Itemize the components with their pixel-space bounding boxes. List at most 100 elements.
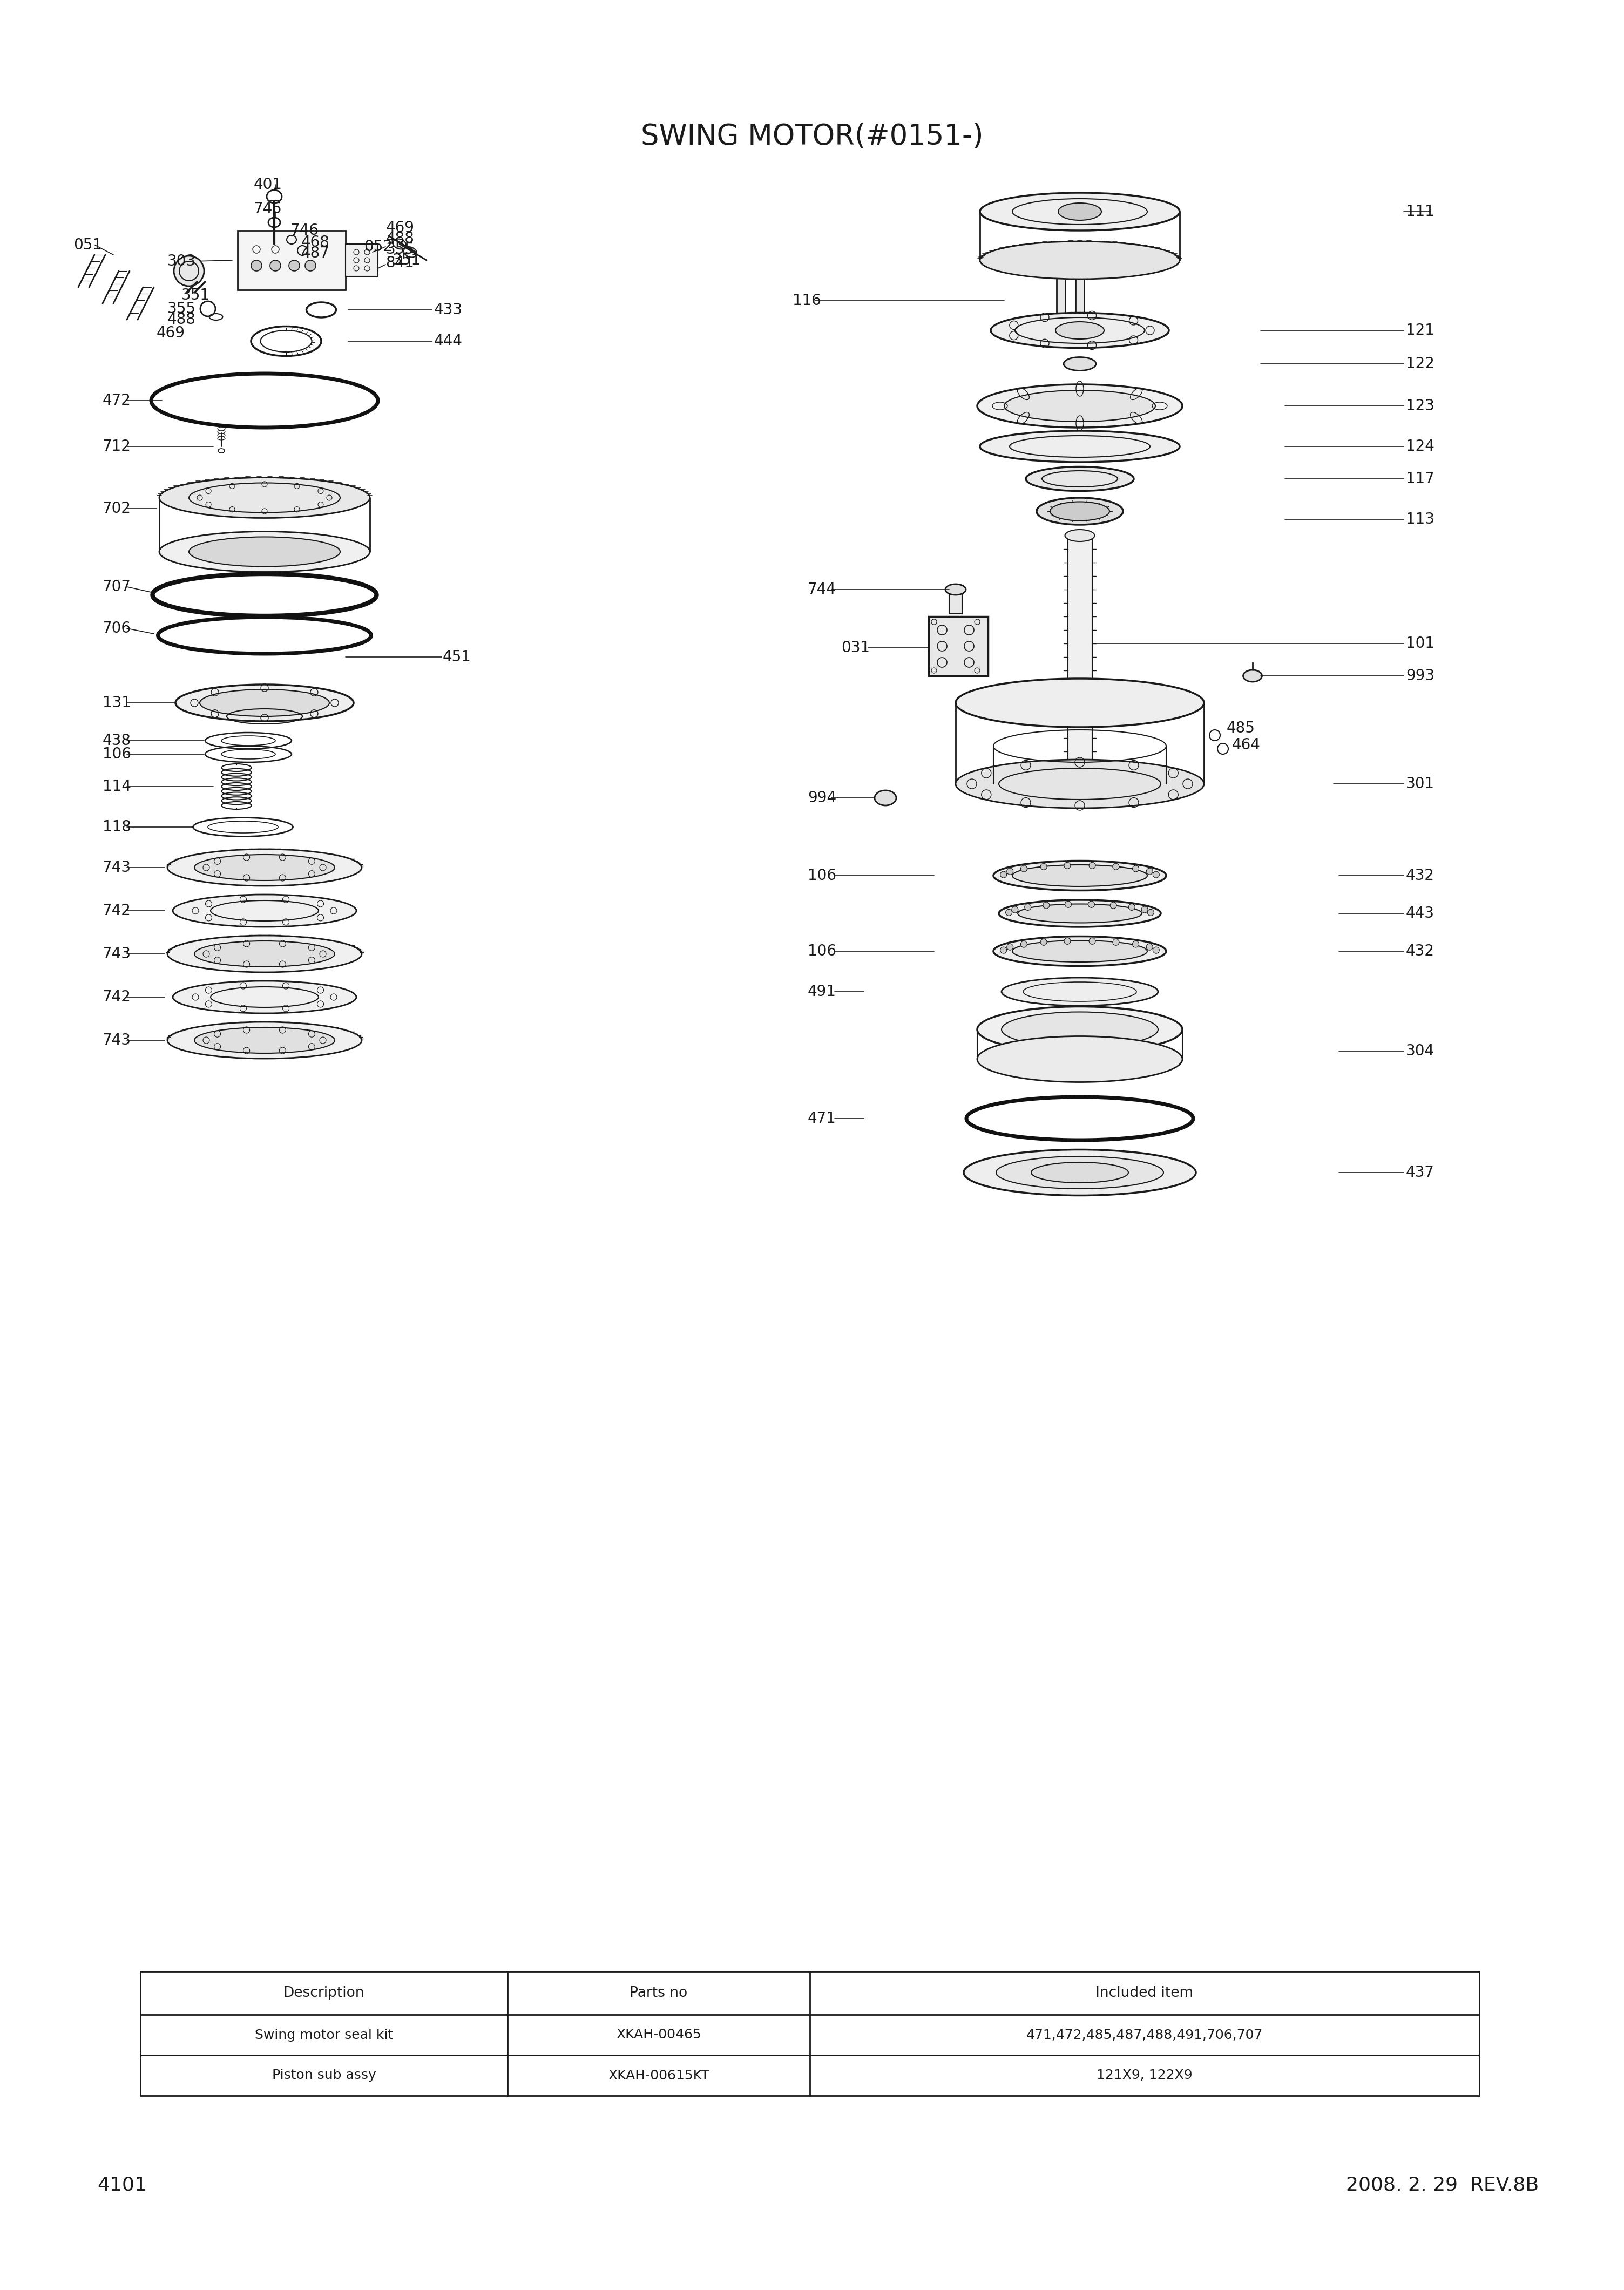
Text: 114: 114 bbox=[102, 779, 132, 795]
Circle shape bbox=[1020, 941, 1026, 948]
Text: 746: 746 bbox=[291, 222, 318, 238]
Circle shape bbox=[1132, 866, 1138, 872]
Text: 743: 743 bbox=[102, 861, 132, 875]
Ellipse shape bbox=[175, 685, 354, 721]
Text: 468: 468 bbox=[302, 236, 330, 250]
Circle shape bbox=[1142, 907, 1148, 914]
Circle shape bbox=[1148, 909, 1155, 916]
Ellipse shape bbox=[159, 531, 370, 572]
Circle shape bbox=[252, 261, 261, 270]
Ellipse shape bbox=[991, 314, 1169, 348]
Ellipse shape bbox=[994, 861, 1166, 891]
Ellipse shape bbox=[195, 854, 335, 879]
Ellipse shape bbox=[200, 689, 330, 717]
Text: 491: 491 bbox=[807, 985, 836, 998]
Ellipse shape bbox=[167, 1021, 362, 1058]
Bar bbox=[1075, 277, 1085, 325]
Circle shape bbox=[1005, 909, 1012, 916]
Circle shape bbox=[1007, 868, 1013, 875]
Text: 106: 106 bbox=[102, 747, 132, 763]
Circle shape bbox=[1020, 866, 1026, 872]
Ellipse shape bbox=[963, 1150, 1195, 1195]
Circle shape bbox=[1111, 902, 1117, 909]
Circle shape bbox=[1065, 900, 1072, 907]
Text: 106: 106 bbox=[807, 868, 836, 884]
Ellipse shape bbox=[996, 1156, 1163, 1189]
Text: 301: 301 bbox=[1406, 776, 1434, 792]
Bar bbox=[1069, 536, 1093, 799]
Text: 451: 451 bbox=[443, 650, 471, 664]
Text: Piston sub assy: Piston sub assy bbox=[271, 2068, 377, 2082]
Text: 351: 351 bbox=[393, 252, 421, 268]
Ellipse shape bbox=[955, 678, 1203, 728]
Bar bbox=[1041, 218, 1060, 227]
Text: 702: 702 bbox=[102, 502, 132, 515]
Text: 106: 106 bbox=[807, 943, 836, 960]
Ellipse shape bbox=[1056, 321, 1104, 339]
Text: 355: 355 bbox=[387, 243, 414, 256]
Text: 124: 124 bbox=[1406, 440, 1434, 453]
Text: 131: 131 bbox=[102, 696, 132, 710]
Text: 488: 488 bbox=[167, 311, 197, 327]
Ellipse shape bbox=[1002, 1012, 1158, 1047]
Text: 117: 117 bbox=[1406, 472, 1434, 485]
Circle shape bbox=[1129, 905, 1135, 911]
Text: 744: 744 bbox=[807, 582, 836, 598]
Ellipse shape bbox=[1065, 795, 1095, 806]
Bar bbox=[948, 589, 961, 614]
Text: 742: 742 bbox=[102, 902, 132, 918]
Text: 444: 444 bbox=[434, 334, 463, 348]
Text: 118: 118 bbox=[102, 820, 132, 834]
Text: 485: 485 bbox=[1226, 721, 1255, 735]
Text: 121X9, 122X9: 121X9, 122X9 bbox=[1096, 2068, 1192, 2082]
Ellipse shape bbox=[1059, 204, 1101, 220]
Circle shape bbox=[1025, 905, 1031, 911]
Text: 443: 443 bbox=[1406, 907, 1434, 921]
Text: 2008. 2. 29  REV.8B: 2008. 2. 29 REV.8B bbox=[1346, 2175, 1538, 2194]
Circle shape bbox=[1153, 872, 1160, 877]
Ellipse shape bbox=[195, 941, 335, 966]
Text: 304: 304 bbox=[1406, 1044, 1434, 1058]
Bar bbox=[1127, 208, 1147, 215]
Ellipse shape bbox=[978, 1035, 1182, 1083]
Text: 101: 101 bbox=[1406, 637, 1434, 650]
Circle shape bbox=[1000, 948, 1007, 953]
Text: 743: 743 bbox=[102, 946, 132, 962]
Circle shape bbox=[1043, 902, 1049, 909]
Text: Description: Description bbox=[283, 1985, 365, 1999]
Ellipse shape bbox=[1036, 497, 1122, 524]
Ellipse shape bbox=[172, 895, 356, 927]
Ellipse shape bbox=[1051, 502, 1109, 520]
Ellipse shape bbox=[1031, 1163, 1129, 1184]
Bar bbox=[346, 245, 378, 277]
Ellipse shape bbox=[195, 1028, 335, 1053]
Ellipse shape bbox=[994, 937, 1166, 966]
Ellipse shape bbox=[945, 584, 966, 595]
Text: Included item: Included item bbox=[1096, 1985, 1194, 1999]
Text: 401: 401 bbox=[253, 176, 283, 192]
Circle shape bbox=[1041, 939, 1047, 946]
Circle shape bbox=[1147, 868, 1153, 875]
Text: Parts no: Parts no bbox=[630, 1985, 687, 1999]
Bar bbox=[1057, 277, 1065, 325]
Circle shape bbox=[1112, 863, 1119, 870]
Text: 469: 469 bbox=[156, 325, 185, 341]
Text: 472: 472 bbox=[102, 394, 132, 408]
Text: 438: 438 bbox=[102, 733, 132, 749]
Text: 116: 116 bbox=[793, 293, 822, 309]
Text: 706: 706 bbox=[102, 621, 132, 637]
Bar bbox=[1098, 197, 1117, 206]
Text: 031: 031 bbox=[841, 641, 870, 655]
Ellipse shape bbox=[1018, 905, 1142, 923]
Text: 051: 051 bbox=[73, 238, 102, 252]
Circle shape bbox=[1112, 939, 1119, 946]
Ellipse shape bbox=[159, 479, 370, 518]
Ellipse shape bbox=[1004, 389, 1155, 421]
Text: 841: 841 bbox=[385, 256, 414, 270]
Circle shape bbox=[1064, 863, 1070, 868]
Text: 469: 469 bbox=[387, 220, 414, 236]
Bar bbox=[1098, 218, 1117, 227]
Ellipse shape bbox=[979, 431, 1179, 463]
Circle shape bbox=[1041, 863, 1047, 870]
Text: XKAH-00615KT: XKAH-00615KT bbox=[607, 2068, 710, 2082]
